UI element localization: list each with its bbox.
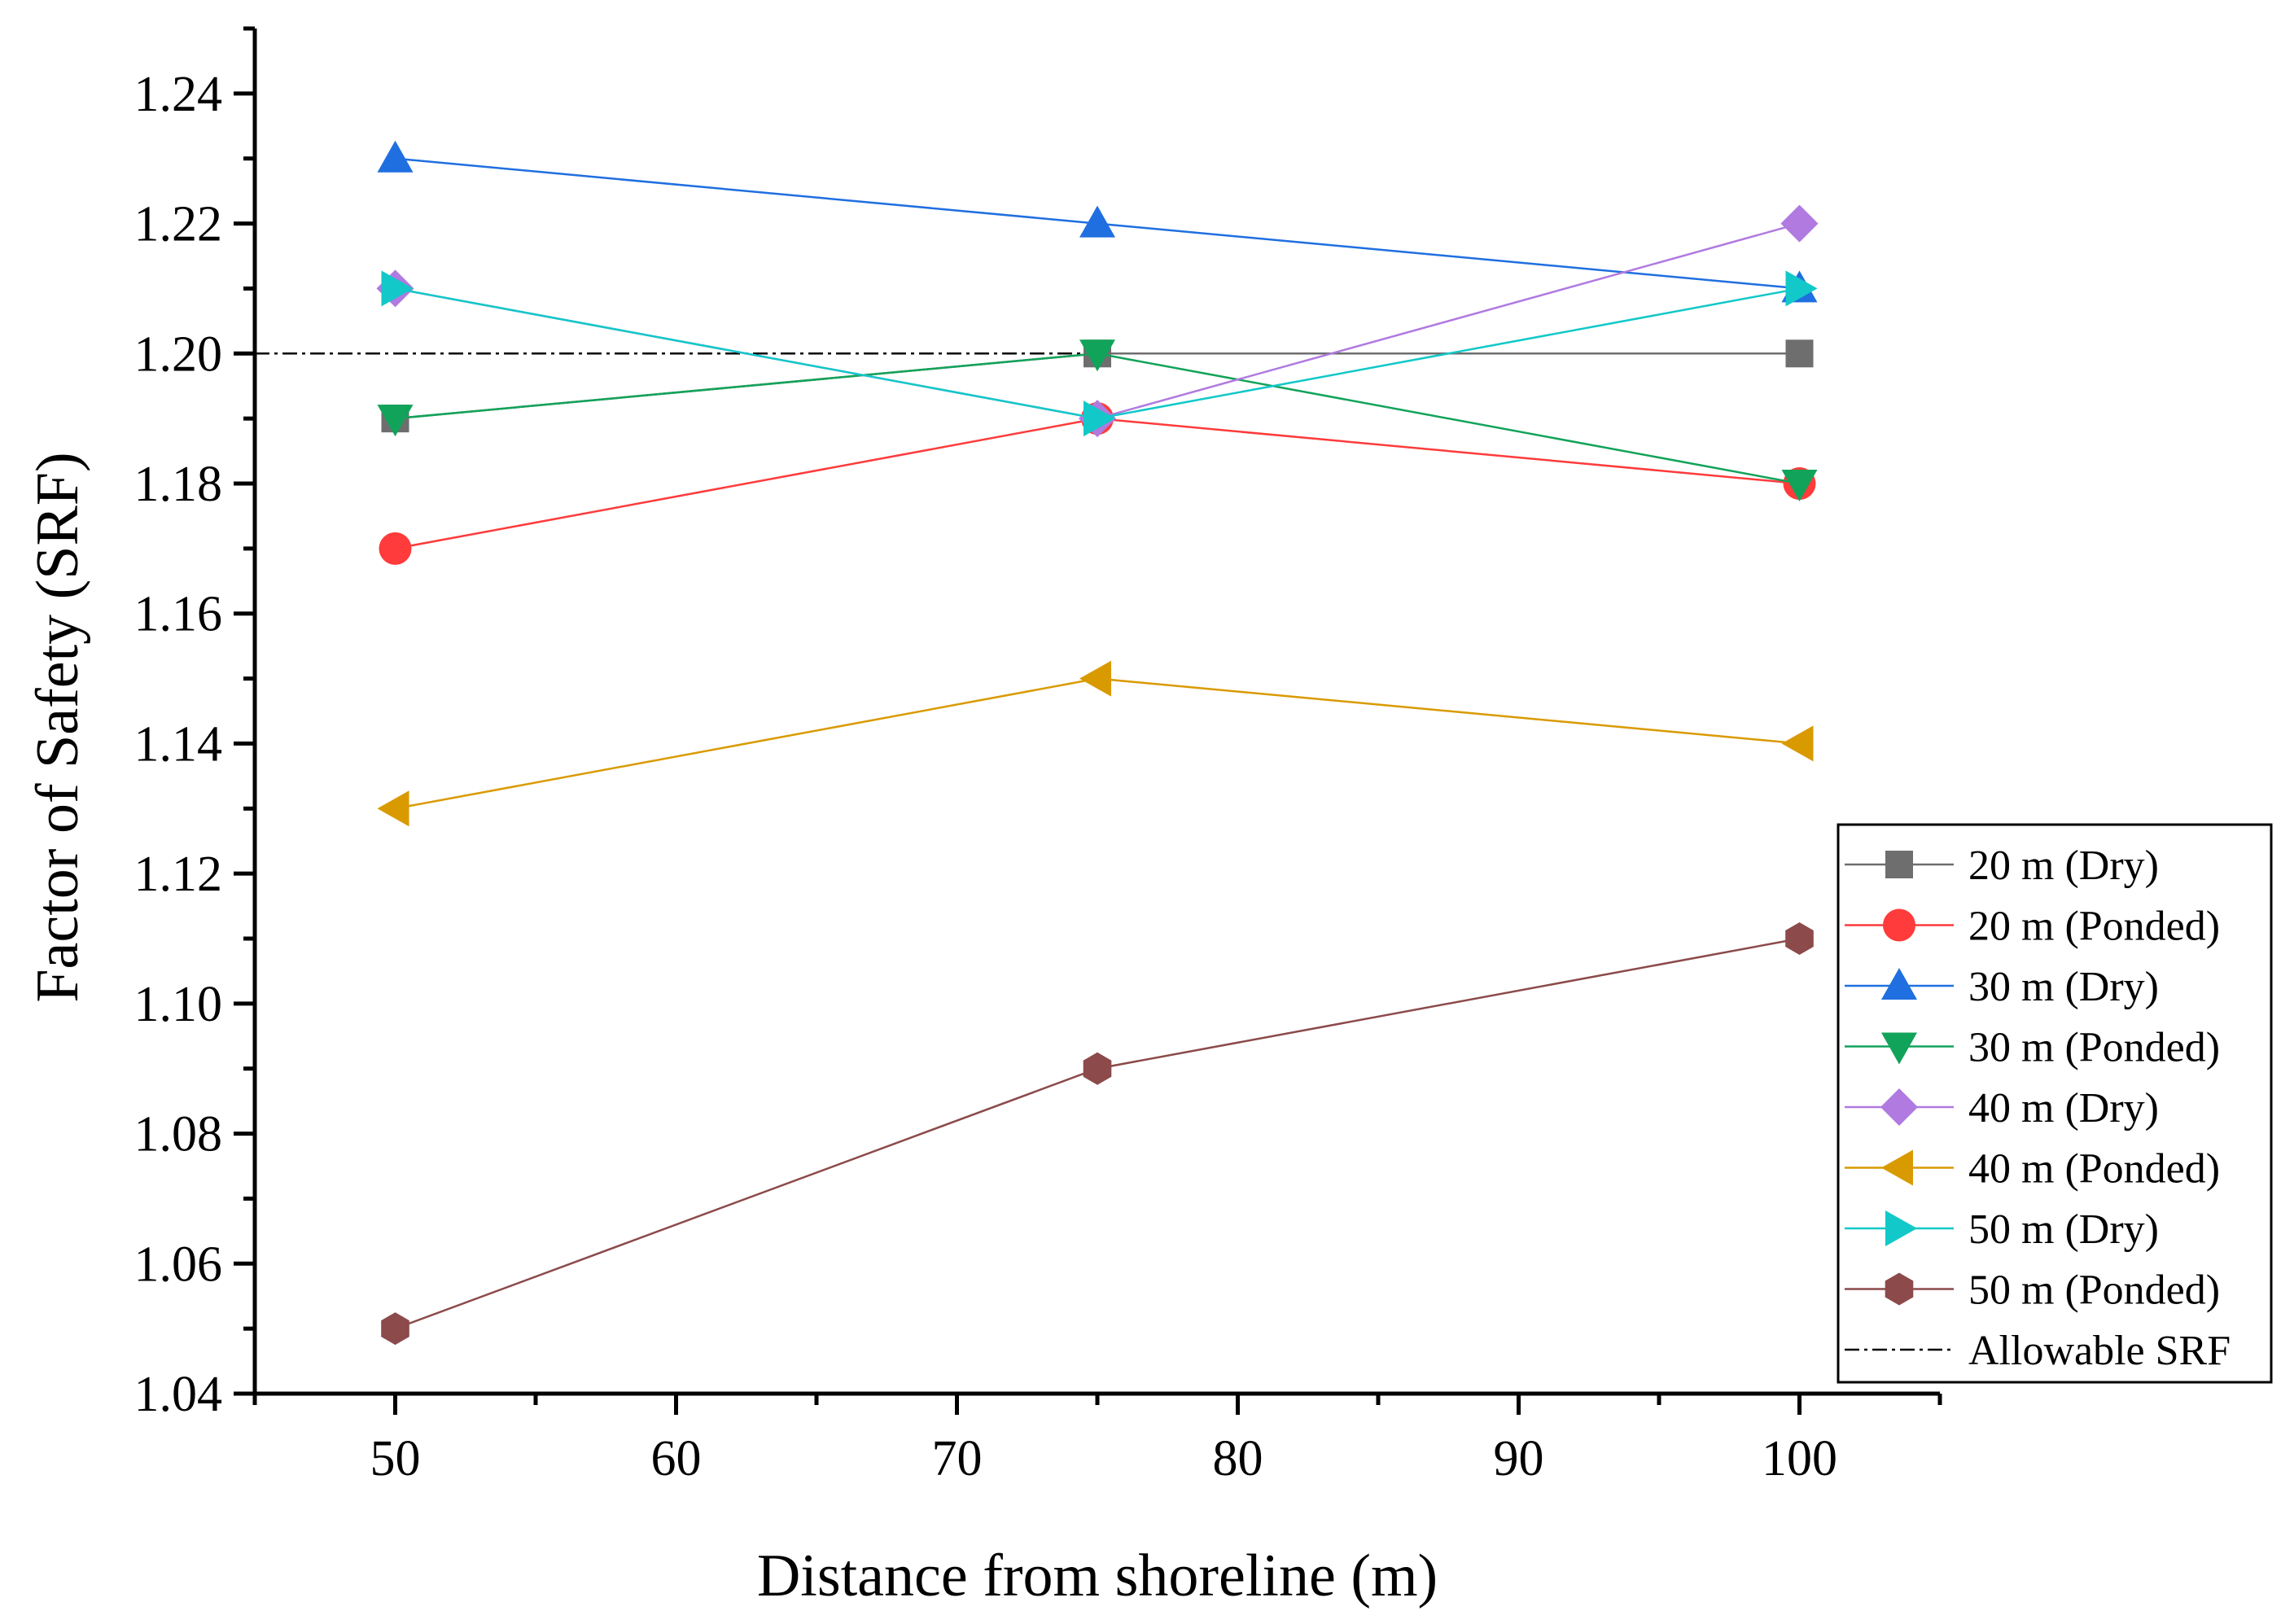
legend-label: 50 m (Dry) (1968, 1206, 2159, 1253)
legend-item: 30 m (Dry) (1845, 964, 2159, 1010)
series-line (395, 417, 1800, 550)
series-30-m-ponded (377, 339, 1818, 501)
y-tick-label: 1.14 (134, 716, 223, 772)
data-point (1079, 205, 1115, 238)
x-tick-label: 80 (1213, 1431, 1263, 1486)
y-tick-label: 1.04 (134, 1367, 223, 1422)
x-tick-label: 90 (1494, 1431, 1544, 1486)
y-tick-label: 1.18 (134, 457, 223, 512)
y-axis-title: Factor of Safety (SRF) (24, 452, 91, 1002)
data-point (1785, 339, 1814, 368)
legend-swatch-marker (1883, 908, 1915, 942)
data-point (1084, 401, 1115, 437)
data-point (377, 140, 414, 173)
legend-swatch-marker (1885, 851, 1913, 878)
series-50-m-dry (381, 270, 1818, 437)
data-point (1079, 660, 1111, 697)
data-point (1780, 204, 1819, 243)
y-tick-label: 1.20 (134, 326, 223, 382)
data-point (381, 270, 414, 307)
series-layer (376, 140, 1819, 1346)
series-50-m-ponded (381, 922, 1814, 1346)
data-point (1079, 339, 1115, 372)
legend-item: 40 m (Dry) (1845, 1085, 2159, 1132)
series-40-m-ponded (377, 660, 1814, 827)
y-tick-label: 1.10 (134, 977, 223, 1032)
legend-swatch-marker (1880, 1088, 1918, 1126)
legend-swatch-marker (1881, 968, 1917, 1000)
y-tick-label: 1.06 (134, 1237, 223, 1292)
data-point (381, 1312, 409, 1346)
y-tick-label: 1.16 (134, 587, 223, 642)
legend-label: Allowable SRF (1968, 1328, 2231, 1374)
data-point (1785, 270, 1818, 307)
legend-swatch-marker (1885, 1272, 1914, 1306)
legend-item: 50 m (Dry) (1845, 1206, 2159, 1253)
legend: 20 m (Dry) 20 m (Ponded) 30 m (Dry) 30 m (P… (1837, 823, 2273, 1384)
ticks: 50 60 70 80 90 100 1.04 1.06 1.08 1.10 1.12 1.14 1.1… (134, 26, 1942, 1486)
legend-label: 40 m (Ponded) (1968, 1146, 2220, 1193)
series-line (395, 222, 1800, 420)
data-point (377, 790, 409, 827)
legend-item: 40 m (Ponded) (1845, 1146, 2220, 1193)
data-point (1781, 725, 1814, 762)
legend-swatch-marker (1881, 1032, 1917, 1065)
x-tick-label: 50 (370, 1431, 421, 1486)
legend-label: 20 m (Ponded) (1968, 904, 2220, 950)
data-point (1785, 922, 1814, 955)
legend-item: 20 m (Ponded) (1845, 904, 2220, 950)
legend-item: 50 m (Ponded) (1845, 1267, 2220, 1314)
legend-label: 20 m (Dry) (1968, 843, 2159, 889)
y-tick-label: 1.22 (134, 197, 223, 252)
legend-item: 30 m (Ponded) (1845, 1025, 2220, 1071)
legend-label: 50 m (Ponded) (1968, 1267, 2220, 1314)
x-tick-label: 70 (932, 1431, 983, 1486)
legend-swatch-marker (1885, 1210, 1917, 1246)
series-line (395, 677, 1800, 810)
legend-item: 20 m (Dry) (1845, 843, 2159, 889)
legend-label: 40 m (Dry) (1968, 1085, 2159, 1132)
y-tick-label: 1.08 (134, 1107, 223, 1162)
legend-item: Allowable SRF (1845, 1328, 2231, 1374)
y-tick-label: 1.12 (134, 847, 223, 902)
data-point (1083, 1052, 1112, 1085)
data-point (379, 532, 412, 565)
legend-swatch-marker (1881, 1149, 1913, 1186)
x-axis-title: Distance from shoreline (m) (757, 1543, 1438, 1609)
x-tick-label: 100 (1762, 1431, 1837, 1486)
y-tick-label: 1.24 (134, 67, 223, 122)
legend-label: 30 m (Ponded) (1968, 1025, 2220, 1071)
series-line (395, 937, 1800, 1330)
data-point (1781, 470, 1818, 501)
x-tick-label: 60 (651, 1431, 702, 1486)
legend-label: 30 m (Dry) (1968, 964, 2159, 1010)
data-point (377, 405, 414, 437)
series-40-m-dry (376, 204, 1819, 438)
